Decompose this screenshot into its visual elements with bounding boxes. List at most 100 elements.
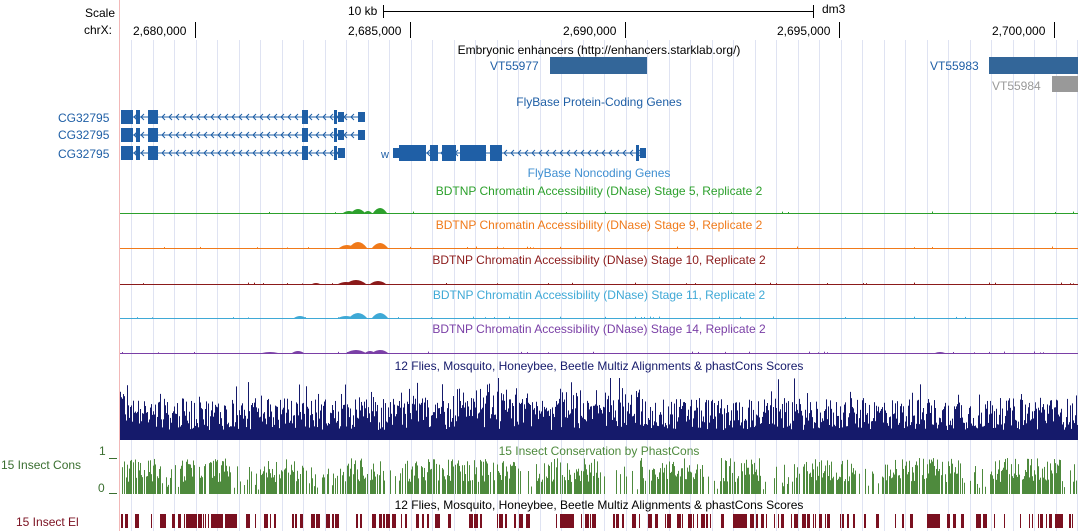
multiz-bar (836, 402, 837, 440)
phastcons-bar (838, 478, 839, 494)
multiz-bar (1055, 407, 1056, 440)
phastcons-side-label[interactable]: 15 Insect Cons (1, 458, 82, 472)
multiz-bar (664, 426, 665, 440)
exon-block (148, 128, 158, 142)
phastcons-bar (565, 480, 566, 494)
multiz-bar (932, 424, 933, 440)
protein-coding-track-title[interactable]: FlyBase Protein-Coding Genes (516, 95, 682, 109)
gene-label-cg32795-2[interactable]: CG32795 (58, 128, 110, 142)
phastcons-bar (985, 486, 986, 494)
phastcons-bar (912, 467, 913, 494)
phastcons-bar (694, 479, 695, 494)
multiz-bar (294, 415, 295, 440)
phastcons-bar (1026, 471, 1027, 494)
multiz-track-title[interactable]: 12 Flies, Mosquito, Honeybee, Beetle Mul… (394, 359, 804, 373)
phastcons-bar (828, 476, 829, 494)
phastcons-bar (351, 458, 352, 494)
multiz-bar (455, 415, 456, 440)
conserved-element (379, 514, 382, 528)
multiz-bar (941, 422, 942, 440)
multiz-bar (710, 415, 711, 440)
phastcons-track-title[interactable]: 15 Insect Conservation by PhastCons (498, 444, 700, 458)
dnase-stage14-title[interactable]: BDTNP Chromatin Accessibility (DNase) St… (432, 322, 766, 336)
dnase-noise (308, 247, 309, 248)
conserved-element (706, 514, 708, 528)
noncoding-track-title[interactable]: FlyBase Noncoding Genes (527, 166, 671, 180)
multiz-bar (984, 425, 985, 440)
gene-label-cg32795-3[interactable]: CG32795 (58, 147, 110, 161)
strand-arrow (175, 131, 180, 139)
gene-label-w[interactable]: w (381, 149, 389, 161)
phastcons-bar (302, 465, 303, 494)
conserved-element (710, 514, 711, 528)
enhancer-feature-vt55984[interactable] (1052, 76, 1078, 92)
dnase-peak (372, 243, 388, 248)
position-tick-4 (839, 22, 840, 38)
dnase-noise (782, 211, 783, 213)
elements-side-label[interactable]: 15 Insect El (16, 515, 79, 529)
multiz-bar (1059, 416, 1060, 440)
multiz-bar (944, 406, 945, 440)
strand-arrow (329, 131, 334, 139)
enhancer-label-vt55977[interactable]: VT55977 (490, 59, 539, 73)
multiz-bar (207, 426, 208, 440)
conserved-element (121, 514, 123, 528)
dnase-stage11-title[interactable]: BDTNP Chromatin Accessibility (DNase) St… (432, 288, 766, 302)
phastcons-bar (831, 461, 832, 494)
dnase-noise (530, 247, 531, 248)
enhancer-feature-vt55983[interactable] (989, 57, 1078, 74)
dnase-noise (548, 352, 549, 353)
dnase-stage10-title[interactable]: BDTNP Chromatin Accessibility (DNase) St… (432, 253, 766, 267)
dnase-noise (560, 246, 561, 248)
dnase-noise (605, 211, 606, 213)
multiz-bar (1016, 420, 1017, 440)
multiz-bar (1003, 429, 1004, 440)
gene-label-cg32795-1[interactable]: CG32795 (58, 111, 110, 125)
multiz-bar (373, 397, 374, 440)
multiz-bar (546, 407, 547, 440)
dnase-noise (1055, 211, 1056, 213)
multiz-bar (906, 416, 907, 440)
multiz-bar (290, 420, 291, 440)
multiz-bar (152, 414, 153, 440)
dnase-peak (372, 350, 388, 353)
phastcons-bar (1022, 479, 1023, 494)
multiz-bar (900, 406, 901, 440)
multiz-bar (772, 423, 773, 440)
phastcons-bar (433, 459, 434, 494)
dnase-stage9-title[interactable]: BDTNP Chromatin Accessibility (DNase) St… (435, 218, 763, 232)
conserved-element (474, 514, 478, 528)
elements-track-title[interactable]: 12 Flies, Mosquito, Honeybee, Beetle Mul… (394, 498, 804, 512)
phastcons-bar (578, 468, 579, 494)
multiz-bar (959, 402, 960, 440)
phastcons-bar (996, 479, 997, 494)
multiz-bar (1052, 409, 1053, 440)
phastcons-bar (507, 471, 508, 494)
multiz-bar (705, 402, 706, 440)
strand-arrow (615, 149, 620, 157)
enhancer-label-vt55983[interactable]: VT55983 (930, 59, 979, 73)
phastcons-bar (271, 477, 272, 494)
phastcons-bar (1043, 477, 1044, 494)
phastcons-bar (816, 480, 817, 494)
multiz-bar (962, 417, 963, 440)
dnase-noise (497, 246, 498, 248)
phastcons-bar (383, 470, 384, 494)
phastcons-bar (804, 464, 805, 494)
enhancer-feature-vt55977[interactable] (550, 57, 647, 74)
multiz-bar (251, 405, 252, 440)
enhancers-track-title[interactable]: Embryonic enhancers (http://enhancers.st… (457, 43, 741, 57)
multiz-bar (839, 428, 840, 440)
multiz-bar (925, 428, 926, 440)
enhancer-label-vt55984[interactable]: VT55984 (992, 79, 1041, 93)
phastcons-bar (1012, 476, 1013, 494)
multiz-bar (1014, 406, 1015, 440)
dnase-stage5-title[interactable]: BDTNP Chromatin Accessibility (DNase) St… (435, 184, 763, 198)
phastcons-bar (262, 473, 263, 494)
multiz-bar (239, 410, 240, 440)
